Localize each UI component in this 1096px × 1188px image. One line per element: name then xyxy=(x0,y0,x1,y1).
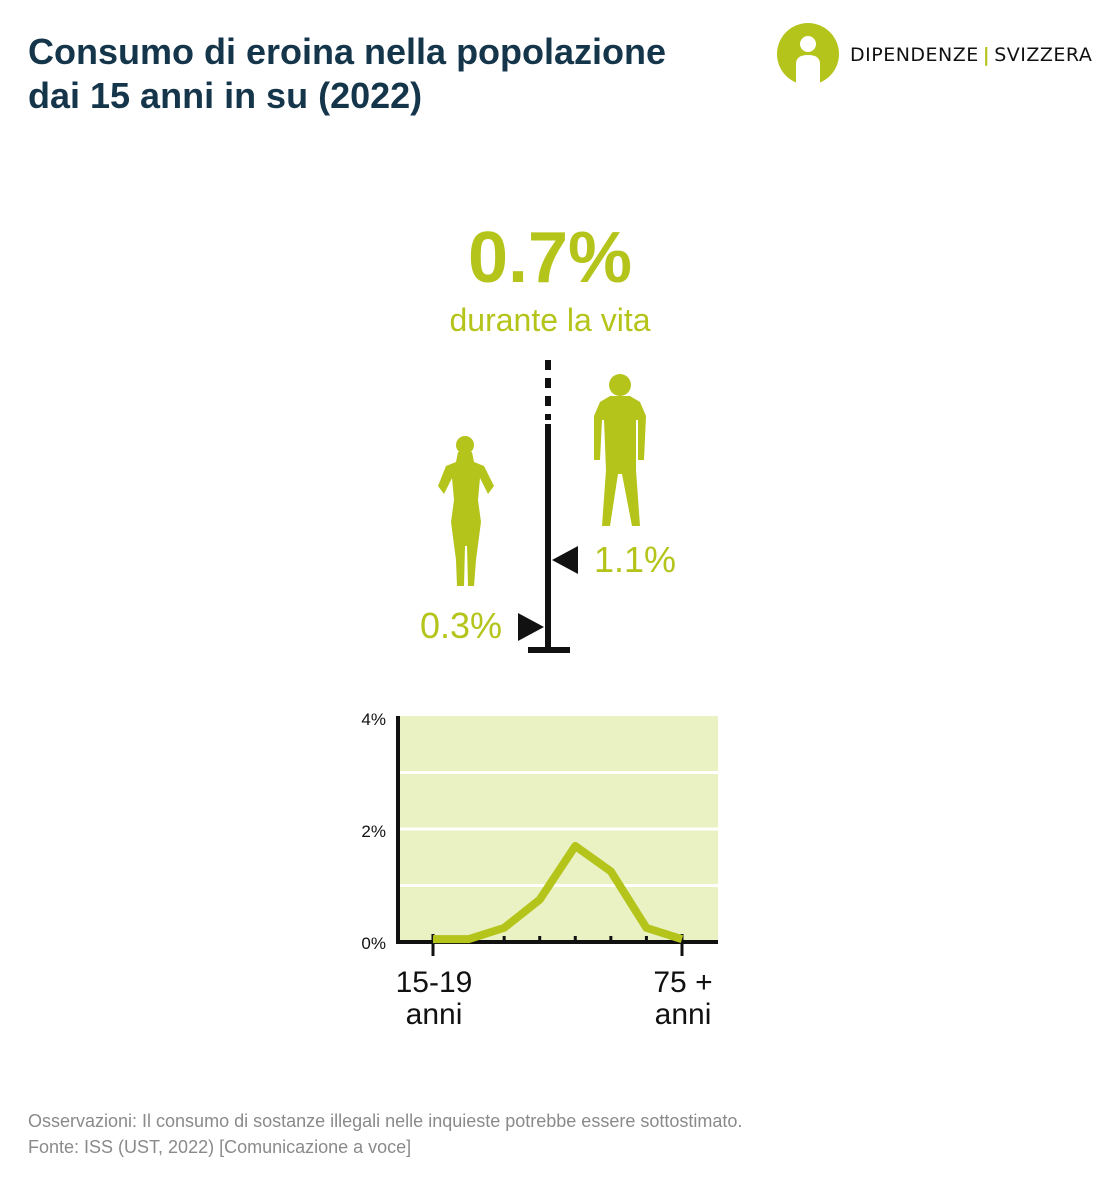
women-marker xyxy=(518,613,544,641)
woman-silhouette-icon xyxy=(438,436,494,586)
xtick-label-last: 75 + anni xyxy=(628,967,738,1031)
chart-title: Consumo di eroina nella popolazione dai … xyxy=(28,30,768,118)
logo: DIPENDENZE | SVIZZERA xyxy=(776,22,1092,86)
chart-title-line1: Consumo di eroina nella popolazione xyxy=(28,31,667,72)
chart-title-line2: dai 15 anni in su (2022) xyxy=(28,75,423,116)
xtick-label-last-line1: 75 + xyxy=(653,966,713,999)
ytick-label-0: 0% xyxy=(361,934,386,953)
xtick-label-last-line2: anni xyxy=(654,998,712,1031)
ytick-label-4: 4% xyxy=(361,710,386,729)
info-person-icon xyxy=(777,23,839,85)
ytick-label-2: 2% xyxy=(361,822,386,841)
xtick-label-first-line1: 15-19 xyxy=(395,966,473,999)
headline-label: durante la vita xyxy=(449,302,651,338)
footnote-source: Fonte: ISS (UST, 2022) [Comunicazione a … xyxy=(28,1137,412,1157)
series-line xyxy=(433,841,684,944)
footnote-observations: Osservazioni: Il consumo di sostanze ill… xyxy=(28,1111,743,1131)
logo-part2: SVIZZERA xyxy=(994,44,1093,66)
xtick-label-first: 15-19 anni xyxy=(380,967,488,1031)
logo-separator: | xyxy=(982,44,991,66)
xtick-label-first-line2: anni xyxy=(405,998,463,1031)
women-value-label: 0.3% xyxy=(420,605,503,646)
gridlines xyxy=(398,771,718,887)
logo-text: DIPENDENZE | SVIZZERA xyxy=(850,44,1092,66)
men-marker xyxy=(552,546,578,574)
headline-value: 0.7% xyxy=(467,218,633,298)
logo-part1: DIPENDENZE xyxy=(850,44,979,66)
man-silhouette-icon xyxy=(594,374,646,526)
men-value-label: 1.1% xyxy=(594,539,677,580)
footnotes: Osservazioni: Il consumo di sostanze ill… xyxy=(28,1108,742,1160)
